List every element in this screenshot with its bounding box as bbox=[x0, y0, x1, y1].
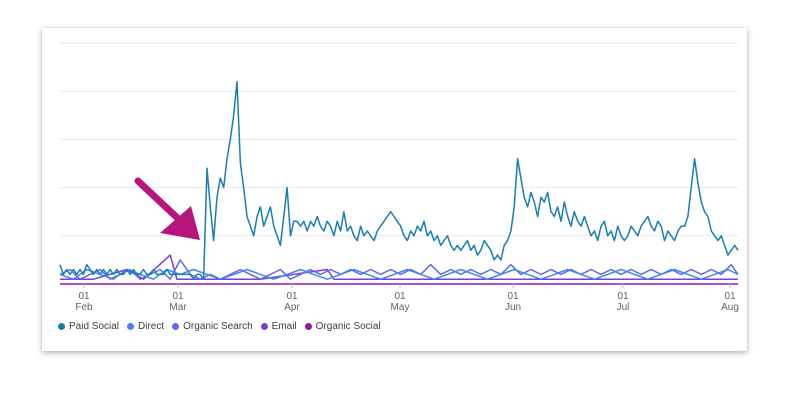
x-tick-day: 01 bbox=[724, 291, 736, 302]
legend-dot-icon bbox=[127, 323, 135, 330]
x-tick-day: 01 bbox=[78, 291, 90, 302]
grid-lines bbox=[60, 42, 738, 285]
legend-dot-icon bbox=[260, 323, 268, 330]
legend-dot-icon bbox=[172, 323, 180, 330]
legend-dot-icon bbox=[304, 323, 312, 330]
series-line-paid-social bbox=[59, 80, 739, 280]
arrow-head bbox=[160, 206, 200, 240]
x-tick-month: Apr bbox=[284, 302, 300, 313]
series-line-organic-search bbox=[59, 259, 739, 280]
x-tick-day: 01 bbox=[172, 291, 184, 302]
x-tick-month: Aug bbox=[721, 302, 739, 313]
legend-item-paid-social[interactable]: Paid Social bbox=[58, 321, 119, 332]
legend-label: Organic Social bbox=[315, 321, 381, 332]
chart-legend: Paid Social Direct Organic Search Email Orga… bbox=[58, 321, 381, 332]
legend-label: Direct bbox=[138, 321, 165, 332]
x-tick-day: 01 bbox=[617, 291, 629, 302]
series-line-email bbox=[60, 254, 738, 280]
x-tick-month: Feb bbox=[75, 302, 93, 313]
x-tick-month: Mar bbox=[169, 302, 187, 313]
legend-item-email[interactable]: Email bbox=[260, 321, 297, 332]
legend-label: Email bbox=[271, 321, 297, 332]
x-tick-month: May bbox=[391, 302, 410, 313]
x-tick-month: Jun bbox=[505, 302, 521, 313]
legend-item-organic-social[interactable]: Organic Social bbox=[304, 321, 381, 332]
legend-dot-icon bbox=[58, 323, 65, 330]
x-tick-day: 01 bbox=[507, 291, 519, 302]
x-tick-day: 01 bbox=[394, 291, 406, 302]
legend-label: Paid Social bbox=[69, 321, 120, 332]
legend-item-organic-search[interactable]: Organic Search bbox=[172, 321, 253, 332]
legend-item-direct[interactable]: Direct bbox=[127, 321, 164, 332]
annotation-arrow bbox=[134, 177, 200, 240]
chart-card bbox=[42, 28, 747, 351]
legend-label: Organic Search bbox=[183, 321, 253, 332]
series-line-direct bbox=[59, 268, 739, 280]
series-lines bbox=[59, 80, 739, 285]
x-tick-day: 01 bbox=[286, 291, 298, 302]
x-tick-month: Jul bbox=[617, 302, 630, 313]
